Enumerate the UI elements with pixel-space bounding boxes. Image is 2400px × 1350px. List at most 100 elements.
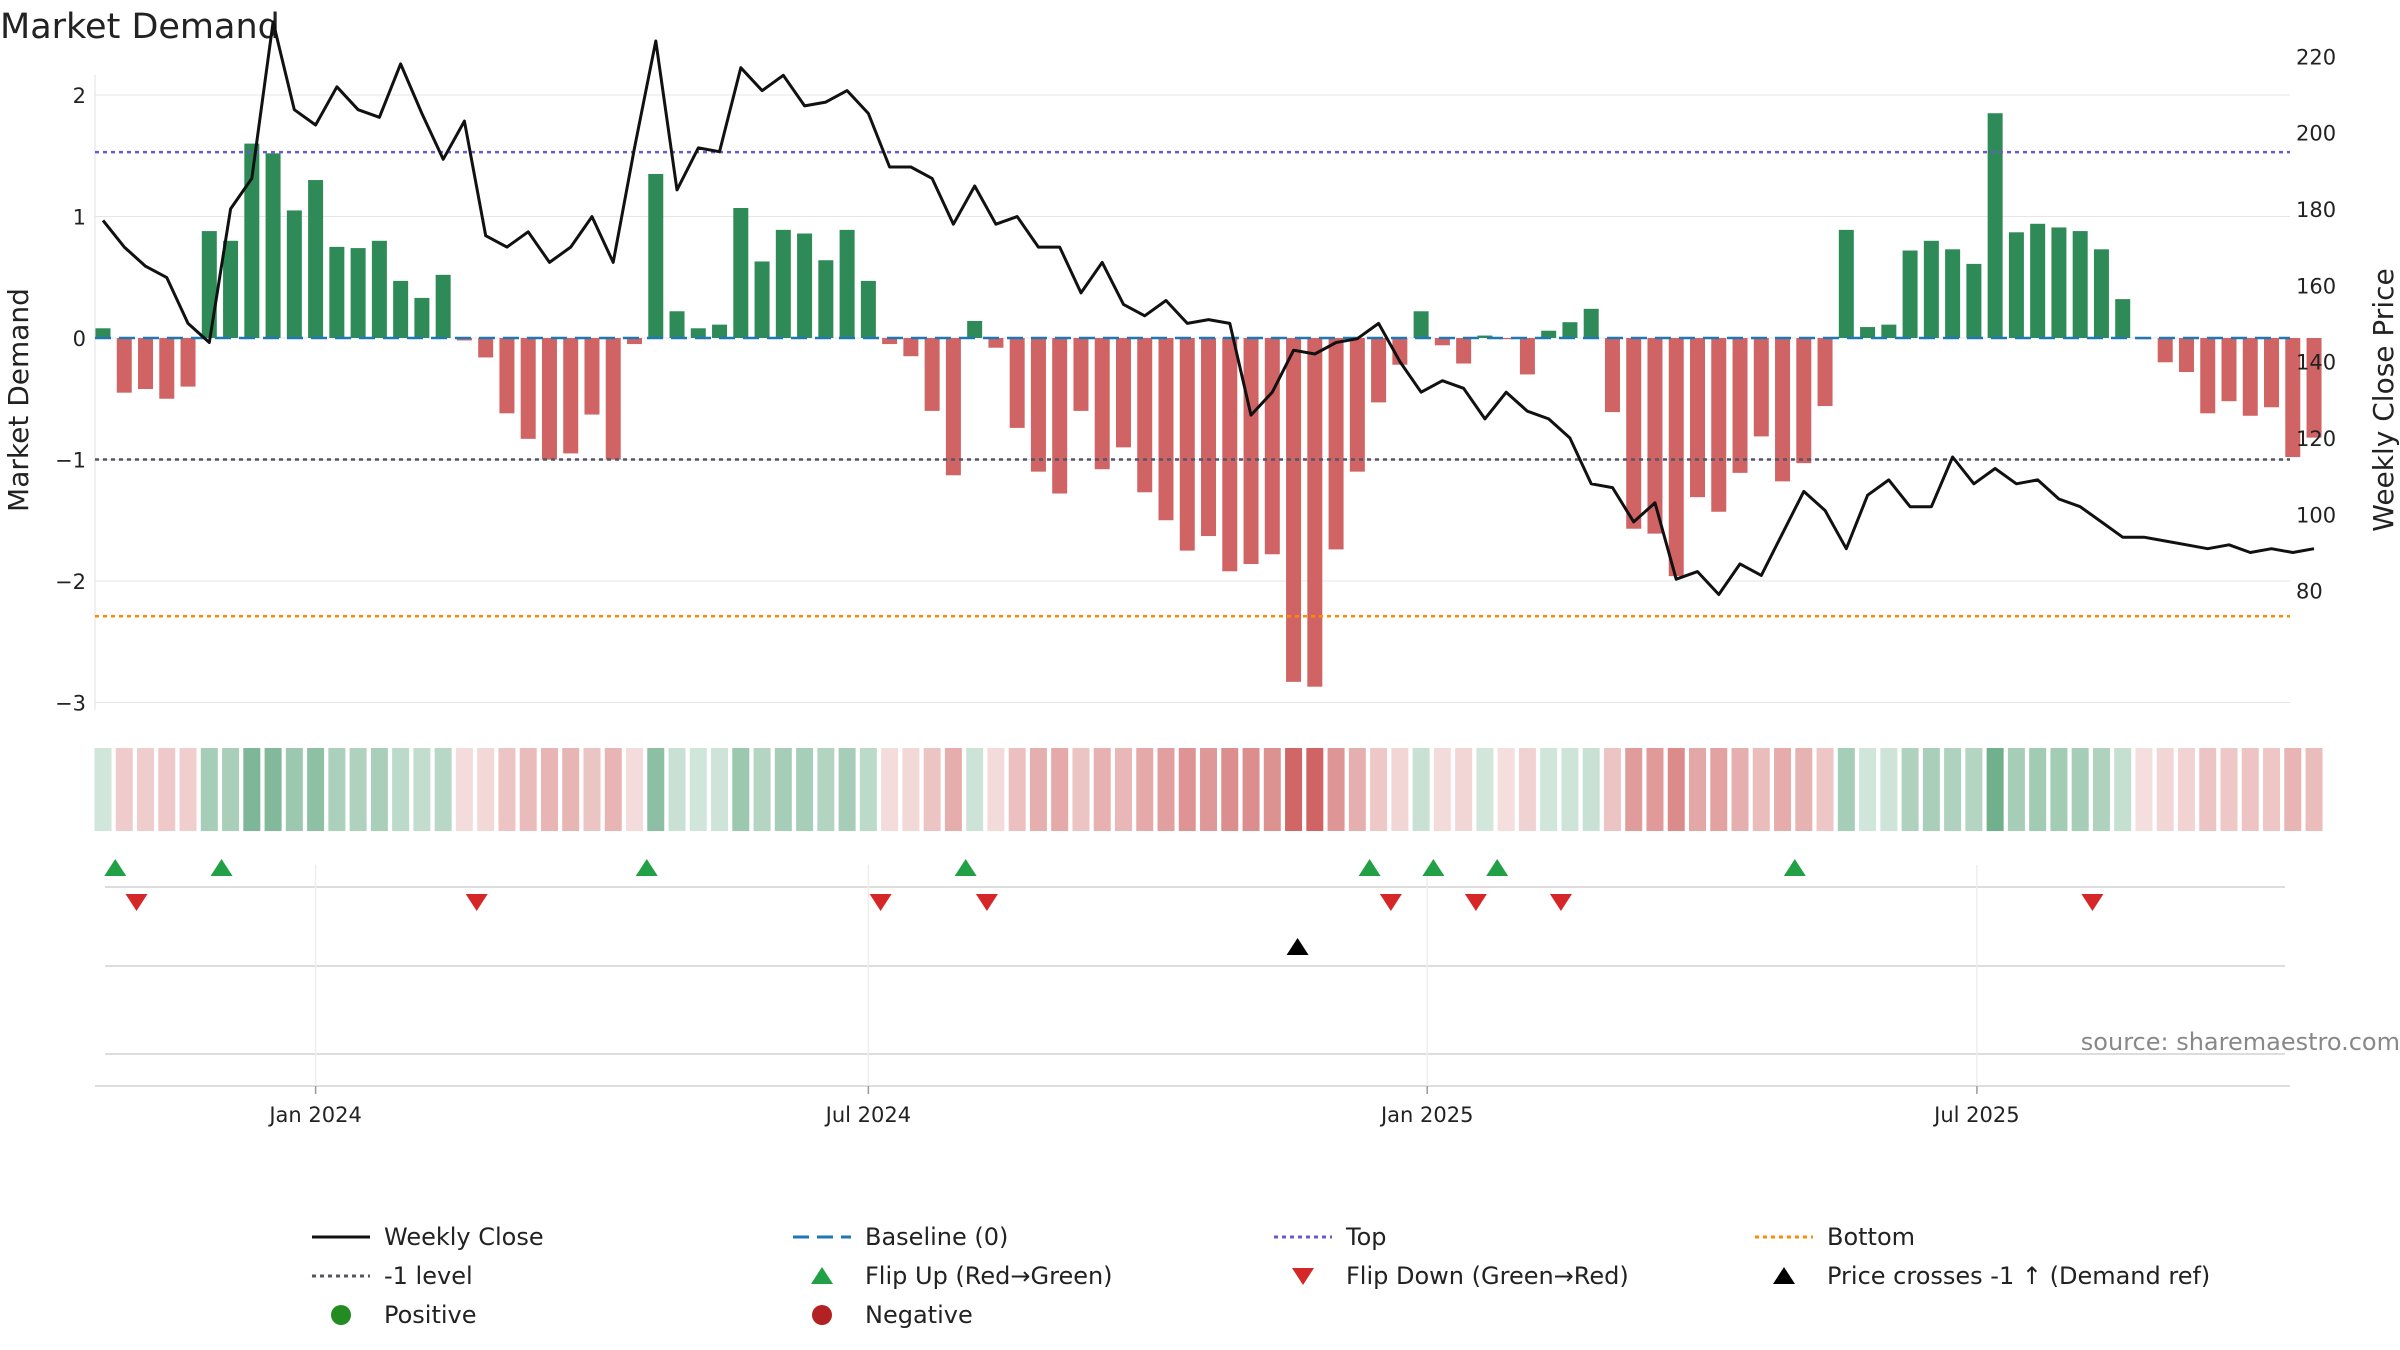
heat-cell [115,748,133,831]
heat-cell [1306,748,1324,831]
demand-bar [1371,338,1387,403]
y-tick-label: 1 [73,206,86,230]
y-tick-label: 2 [73,84,86,108]
heat-cell [562,748,580,831]
demand-bar [329,246,345,338]
flip-up-marker [1422,859,1445,876]
heat-cell [1625,748,1643,831]
heat-cell [1859,748,1877,831]
flip-down-marker [125,894,148,911]
heat-cell [923,748,941,831]
demand-bar [1413,311,1429,338]
demand-bar [371,240,387,338]
demand-bar [754,261,770,338]
legend-label: Top [1345,1223,1387,1251]
demand-bar [860,280,876,338]
demand-bar [1307,338,1323,687]
heat-cell [1455,748,1473,831]
demand-bar [2093,249,2109,338]
heat-cell [1178,748,1196,831]
demand-bar [1009,338,1025,428]
heat-cell [2284,748,2302,831]
demand-bar [2008,232,2024,338]
heat-cell [1221,748,1239,831]
legend-swatch [811,1267,833,1284]
demand-bar [1222,338,1238,572]
demand-bar [435,274,451,338]
heat-cell [413,748,431,831]
demand-bar [1923,240,1939,338]
demand-bar [712,324,728,338]
heat-cell [1348,748,1366,831]
demand-bar [690,328,706,338]
heat-cell [2305,748,2323,831]
demand-bar [1349,338,1365,472]
heat-cell [455,748,473,831]
heat-cell [222,748,240,831]
flip-up-marker [954,859,977,876]
flip-down-marker [1549,894,1572,911]
demand-bar [627,338,642,345]
heat-cell [1795,748,1813,831]
demand-bar [520,338,536,439]
heat-cell [2156,748,2174,831]
price-cross-marker [1286,938,1309,955]
heat-cell [434,748,452,831]
heat-cell [1540,748,1558,831]
demand-bar [818,260,834,338]
heat-cell [1200,748,1218,831]
heat-cell [200,748,218,831]
demand-bar [1286,338,1302,682]
demand-bar [1647,338,1663,534]
heat-cell [1774,748,1792,831]
y-tick-label: −1 [55,449,86,473]
heat-cell [1922,748,1940,831]
legend-label: Baseline (0) [865,1223,1008,1251]
legend-label: Flip Up (Red→Green) [865,1262,1113,1290]
heat-cell [1816,748,1834,831]
legend-item: Flip Down (Green→Red) [1292,1262,1629,1290]
demand-bar [2115,299,2131,338]
heat-cell [1263,748,1281,831]
heat-cell [1689,748,1706,831]
legend-swatch [1292,1268,1314,1285]
heat-cell [1072,748,1090,831]
x-tick-label: Jan 2024 [267,1103,362,1127]
demand-bar [1094,338,1110,470]
demand-heat-strip [94,748,2323,831]
demand-bar [1158,338,1174,521]
demand-bar [1987,113,2003,338]
legend-swatch [1773,1267,1795,1284]
y2-axis-title: Weekly Close Price [2367,268,2400,531]
legend-item: Baseline (0) [793,1223,1008,1251]
heat-cell [2263,748,2281,831]
heat-cell [2177,748,2195,831]
demand-bar [159,338,175,399]
demand-bar [1519,338,1535,375]
heat-cell [2071,748,2089,831]
demand-bar [393,280,409,338]
demand-bar [924,338,940,411]
demand-bar [95,328,111,338]
heat-cell [1986,748,2004,831]
heat-cell [1136,748,1154,831]
demand-bar [2285,338,2301,458]
heat-cell [1476,748,1494,831]
legend-item: Top [1274,1223,1387,1251]
y2-tick-label: 120 [2296,427,2336,451]
heat-cell [328,748,346,831]
heat-cell [370,748,388,831]
demand-bar [903,338,919,357]
heat-cell [647,748,665,831]
source-credit: source: sharemaestro.com [2081,1028,2400,1056]
flip-up-marker [1783,859,1806,876]
heat-cell [1837,748,1855,831]
legend-swatch [331,1305,351,1325]
heat-cell [2092,748,2110,831]
y-tick-label: −3 [55,692,86,716]
flip-down-marker [1379,894,1402,911]
heat-cell [2135,748,2153,831]
demand-bar [499,338,515,414]
demand-bar [2051,227,2067,338]
y2-tick-label: 200 [2296,122,2336,146]
